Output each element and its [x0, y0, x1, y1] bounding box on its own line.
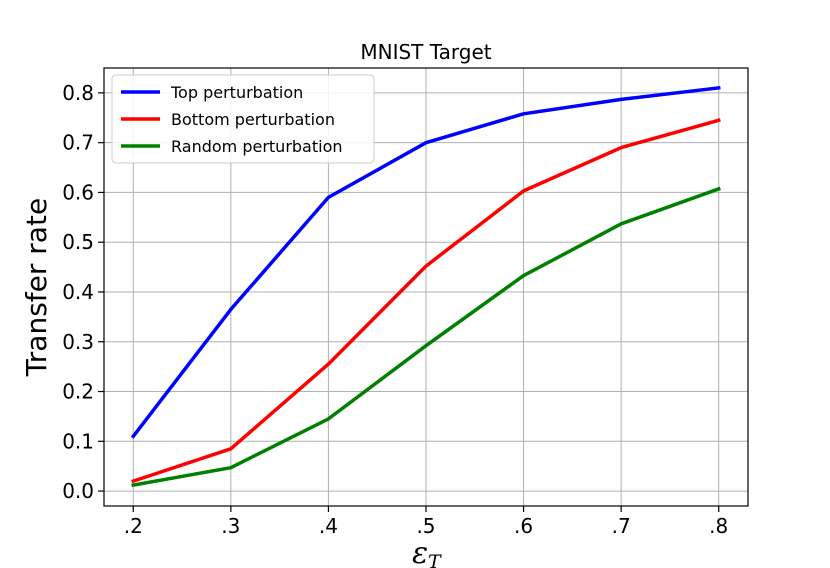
x-tick-label: .3 [221, 514, 240, 538]
x-tick-label: .6 [514, 514, 533, 538]
x-tick-label: .4 [319, 514, 338, 538]
y-tick-label: 0.4 [62, 280, 94, 304]
y-tick-label: 0.2 [62, 380, 94, 404]
legend: Top perturbation Bottom perturbation Rando… [111, 74, 375, 164]
y-tick-label: 0.3 [62, 330, 94, 354]
chart-title: MNIST Target [360, 40, 491, 64]
grid-lines [104, 68, 748, 506]
y-tick-label: 0.0 [62, 479, 94, 503]
legend-entry-label: Top perturbation [170, 83, 303, 102]
series-line-bottom-perturbation [131, 118, 721, 484]
x-axis-label-symbol: ε [412, 536, 428, 568]
series-line-top-perturbation [130, 85, 721, 439]
series-line-random-perturbation [131, 186, 721, 488]
x-tick-label: .8 [709, 514, 728, 538]
x-axis-label: ε T [412, 536, 442, 568]
series-lines [130, 85, 721, 488]
y-axis-label: Transfer rate [20, 198, 53, 377]
legend-entry-label: Bottom perturbation [171, 110, 335, 129]
x-axis-label-subscript: T [428, 551, 442, 568]
y-axis-ticks: 0.0 0.1 0.2 0.3 0.4 0.5 0.6 0.7 0.8 [62, 81, 104, 503]
y-tick-label: 0.1 [62, 429, 94, 453]
x-axis-ticks: .2 .3 .4 .5 .6 .7 .8 [124, 506, 728, 538]
legend-box [111, 74, 375, 164]
x-tick-label: .7 [612, 514, 631, 538]
x-tick-label: .5 [416, 514, 435, 538]
legend-entry-label: Random perturbation [171, 137, 343, 156]
y-tick-label: 0.7 [62, 131, 94, 155]
y-tick-label: 0.8 [62, 81, 94, 105]
x-tick-label: .2 [124, 514, 143, 538]
y-tick-label: 0.5 [62, 230, 94, 254]
y-tick-label: 0.6 [62, 180, 94, 204]
